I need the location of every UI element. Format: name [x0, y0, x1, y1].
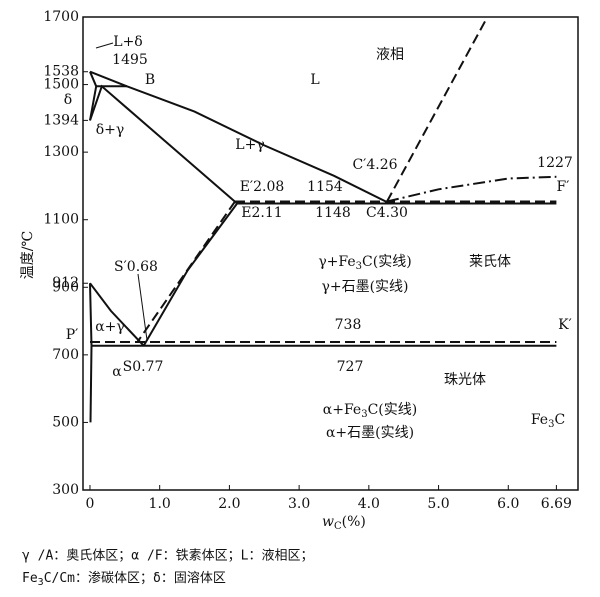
plot-frame [82, 16, 579, 491]
region-label: E′2.08 [240, 179, 285, 195]
footnote: γ /A：奥氏体区；α /F：铁素体区；L：液相区； [22, 549, 313, 564]
region-label: α+石墨(实线) [326, 425, 414, 441]
y-tick-label: 1394 [43, 112, 79, 128]
y-tick-label: 900 [52, 279, 79, 295]
region-label: L+γ [235, 137, 264, 153]
y-tick-label: 1538 [43, 64, 79, 80]
y-tick-label: 1100 [43, 212, 79, 228]
phase-boundary [89, 70, 391, 205]
region-label: F′ [557, 179, 570, 195]
region-label: 珠光体 [444, 372, 486, 388]
x-tick-label: 6.69 [541, 496, 572, 512]
region-label: C4.30 [366, 205, 408, 221]
phase-boundary [386, 16, 489, 202]
phase-boundary [386, 175, 557, 203]
phase-boundary [136, 200, 236, 343]
region-label: B [145, 72, 155, 88]
y-tick-label: 300 [52, 482, 79, 498]
region-label: L [310, 72, 319, 88]
leader-line [95, 42, 114, 49]
phase-boundary [89, 283, 93, 346]
y-tick-label: 500 [52, 414, 79, 430]
region-label: 738 [335, 317, 362, 333]
x-tick-label: 2.0 [218, 496, 240, 512]
x-label-subscript: C [334, 521, 342, 532]
y-tick-label: 1300 [43, 144, 79, 160]
x-tick-label: 5.0 [427, 496, 449, 512]
region-label: S0.77 [123, 359, 164, 375]
region-label: α+Fe3C(实线) [323, 402, 417, 420]
x-tick-label: 6.0 [497, 496, 519, 512]
region-label: γ+Fe3C(实线) [318, 254, 411, 272]
x-axis-label: wC(%) [322, 514, 366, 532]
y-axis-label: 温度/℃ [20, 231, 36, 279]
phase-boundary [89, 282, 145, 347]
region-label: S′0.68 [114, 259, 158, 275]
region-label: 727 [337, 359, 364, 375]
region-label: 1154 [307, 179, 343, 195]
y-tick-label: 912 [52, 275, 79, 291]
y-tick-label: 1500 [43, 77, 79, 93]
region-label: δ [64, 92, 72, 108]
x-tick-label: 4.0 [358, 496, 380, 512]
region-label: L+δ [113, 34, 142, 50]
region-label: 液相 [376, 47, 404, 63]
region-label: Fe3C [531, 412, 565, 430]
region-label: C′4.26 [352, 157, 397, 173]
footnote: Fe3C/Cm：渗碳体区；δ：固溶体区 [22, 571, 226, 589]
region-label: 1495 [112, 52, 148, 68]
region-label: 1148 [315, 205, 351, 221]
region-label: γ+石墨(实线) [321, 279, 408, 295]
phase-boundary [89, 84, 238, 205]
x-tick-label: 1.0 [149, 496, 171, 512]
phase-boundary [89, 345, 93, 423]
region-label: δ+γ [96, 122, 125, 138]
region-label: α+γ [95, 319, 125, 335]
region-label: 1227 [537, 155, 573, 171]
region-label: 莱氏体 [469, 254, 511, 270]
x-tick-label: 0 [86, 496, 95, 512]
y-tick-label: 1700 [43, 9, 79, 25]
region-label: E2.11 [241, 205, 282, 221]
region-label: K′ [558, 317, 572, 333]
y-tick-label: 700 [52, 347, 79, 363]
region-label: P′ [66, 327, 79, 343]
x-label-symbol: w [322, 514, 334, 530]
x-label-unit: (%) [342, 514, 366, 530]
x-tick-label: 3.0 [288, 496, 310, 512]
region-label: α [112, 364, 122, 380]
